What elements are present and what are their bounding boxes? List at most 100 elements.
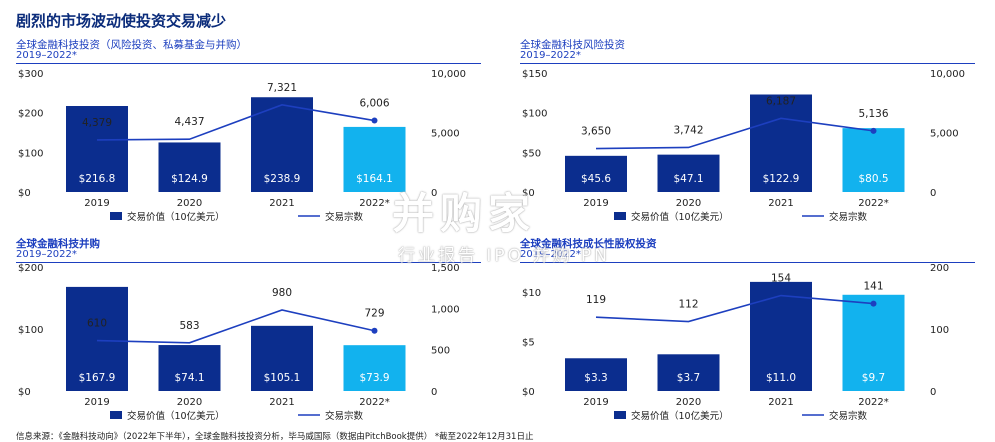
bar [842, 128, 905, 192]
left-axis-tick-label: $300 [18, 69, 43, 80]
right-axis-tick-label: 10,000 [431, 69, 466, 80]
title-rule [520, 63, 975, 64]
x-axis-tick-label: 2022* [359, 198, 389, 209]
bar [750, 94, 812, 192]
bar [842, 294, 905, 391]
legend-label-count: 交易宗数 [829, 410, 868, 422]
deal-count-label: 154 [771, 273, 791, 285]
chart-plot: $0 $100 $200 $300 0 5,000 10,000 $216.8 2019 $124… [18, 69, 466, 223]
deal-count-line [96, 104, 375, 141]
deal-count-label: 3,650 [581, 126, 611, 138]
bar-value-label: $47.1 [673, 173, 703, 185]
bar-value-label: $124.9 [171, 173, 208, 185]
deal-count-line [595, 117, 874, 150]
bar [251, 325, 313, 391]
right-axis-tick-label: 1,500 [431, 263, 460, 274]
title-rule [16, 262, 481, 263]
right-axis-tick-label: 0 [431, 188, 437, 199]
title-rule [16, 63, 481, 64]
bar-value-label: $167.9 [79, 372, 116, 384]
bar-value-label: $164.1 [356, 173, 393, 185]
right-axis-tick-label: 5,000 [930, 129, 959, 140]
bar [565, 155, 627, 192]
deal-count-label: 6,006 [359, 98, 389, 110]
left-axis-tick-label: $0 [18, 387, 31, 398]
deal-count-label: 583 [179, 320, 199, 332]
bar-value-label: $122.9 [763, 173, 800, 185]
bar-value-label: $74.1 [174, 372, 204, 384]
bar-value-label: $3.3 [584, 372, 607, 384]
deal-count-label: 119 [586, 294, 606, 306]
chart-plot: $0 $100 $200 0 500 1,000 1,500 $167.9 2019 $74.1 2… [18, 263, 460, 422]
x-axis-tick-label: 2019 [583, 397, 608, 408]
left-axis-tick-label: $100 [18, 148, 43, 159]
chart-subtitle: 2019–2022* [520, 50, 581, 61]
deal-count-label: 7,321 [267, 82, 297, 94]
x-axis-tick-label: 2021 [269, 198, 294, 209]
deal-count-line [96, 309, 375, 344]
chart-title: 全球金融科技风险投资 [520, 39, 625, 51]
deal-count-label: 5,136 [858, 108, 888, 120]
legend-swatch-bar [614, 212, 626, 220]
right-axis-tick-label: 0 [930, 188, 936, 199]
left-axis-tick-label: $10 [522, 288, 541, 299]
deal-count-endpoint [870, 127, 877, 134]
right-axis-tick-label: 200 [930, 263, 949, 274]
chart-subtitle: 2019–2022* [520, 249, 581, 260]
deal-count-label: 610 [87, 318, 107, 330]
left-axis-tick-label: $150 [522, 69, 547, 80]
right-axis-tick-label: 500 [431, 346, 450, 357]
legend-swatch-bar [110, 212, 122, 220]
chart-title: 全球金融科技投资（风险投资、私募基金与并购） [16, 39, 247, 51]
left-axis-tick-label: $0 [522, 188, 535, 199]
bar-value-label: $9.7 [862, 372, 885, 384]
deal-count-line [595, 294, 874, 323]
legend-label-count: 交易宗数 [325, 410, 364, 422]
chart-panel-fintech-vc: 全球金融科技风险投资 2019–2022* $0 $50 $100 $150 0 5,00… [520, 37, 975, 223]
chart-panel-fintech-growth-equity: 全球金融科技成长性股权投资 2019–2022* $0 $5 $10 0 100 200 $… [520, 236, 975, 422]
bar [343, 126, 406, 192]
bar-value-label: $216.8 [79, 173, 116, 185]
bar-value-label: $105.1 [264, 372, 301, 384]
x-axis-tick-label: 2020 [177, 397, 202, 408]
legend-label-count: 交易宗数 [325, 211, 364, 223]
right-axis-tick-label: 10,000 [930, 69, 965, 80]
left-axis-tick-label: $0 [18, 188, 31, 199]
deal-count-label: 980 [272, 287, 292, 299]
legend-label-value: 交易价值（10亿美元） [127, 211, 225, 223]
x-axis-tick-label: 2019 [84, 198, 109, 209]
chart-panel-fintech-investment: 全球金融科技投资（风险投资、私募基金与并购） 2019–2022* $0 $100… [16, 37, 481, 223]
left-axis-tick-label: $100 [18, 325, 43, 336]
deal-count-label: 4,437 [174, 116, 204, 128]
bar [158, 345, 221, 391]
left-axis-tick-label: $5 [522, 337, 535, 348]
bar [750, 281, 812, 391]
bar-value-label: $73.9 [359, 372, 389, 384]
x-axis-tick-label: 2020 [676, 397, 701, 408]
deal-count-endpoint [870, 300, 877, 307]
left-axis-tick-label: $100 [522, 109, 547, 120]
page-title: 剧烈的市场波动使投资交易减少 [16, 12, 227, 30]
chart-subtitle: 2019–2022* [16, 50, 77, 61]
left-axis-tick-label: $50 [522, 148, 541, 159]
bar [565, 358, 627, 391]
right-axis-tick-label: 0 [930, 387, 936, 398]
right-axis-tick-label: 1,000 [431, 304, 460, 315]
bar-value-label: $80.5 [858, 173, 888, 185]
chart-title: 全球金融科技成长性股权投资 [520, 238, 657, 250]
chart-subtitle: 2019–2022* [16, 249, 77, 260]
x-axis-tick-label: 2019 [583, 198, 608, 209]
deal-count-label: 141 [863, 281, 883, 293]
deal-count-label: 4,379 [82, 117, 112, 129]
deal-count-endpoint [371, 117, 378, 124]
chart-title: 全球金融科技并购 [16, 238, 100, 250]
x-axis-tick-label: 2021 [768, 198, 793, 209]
bar [66, 106, 128, 192]
bar [343, 345, 406, 391]
left-axis-tick-label: $200 [18, 263, 43, 274]
x-axis-tick-label: 2022* [858, 397, 888, 408]
deal-count-endpoint [371, 327, 378, 334]
chart-panel-fintech-ma: 全球金融科技并购 2019–2022* $0 $100 $200 0 500 1,000 1… [16, 236, 481, 422]
bar-value-label: $45.6 [581, 173, 611, 185]
bar-value-label: $238.9 [264, 173, 301, 185]
